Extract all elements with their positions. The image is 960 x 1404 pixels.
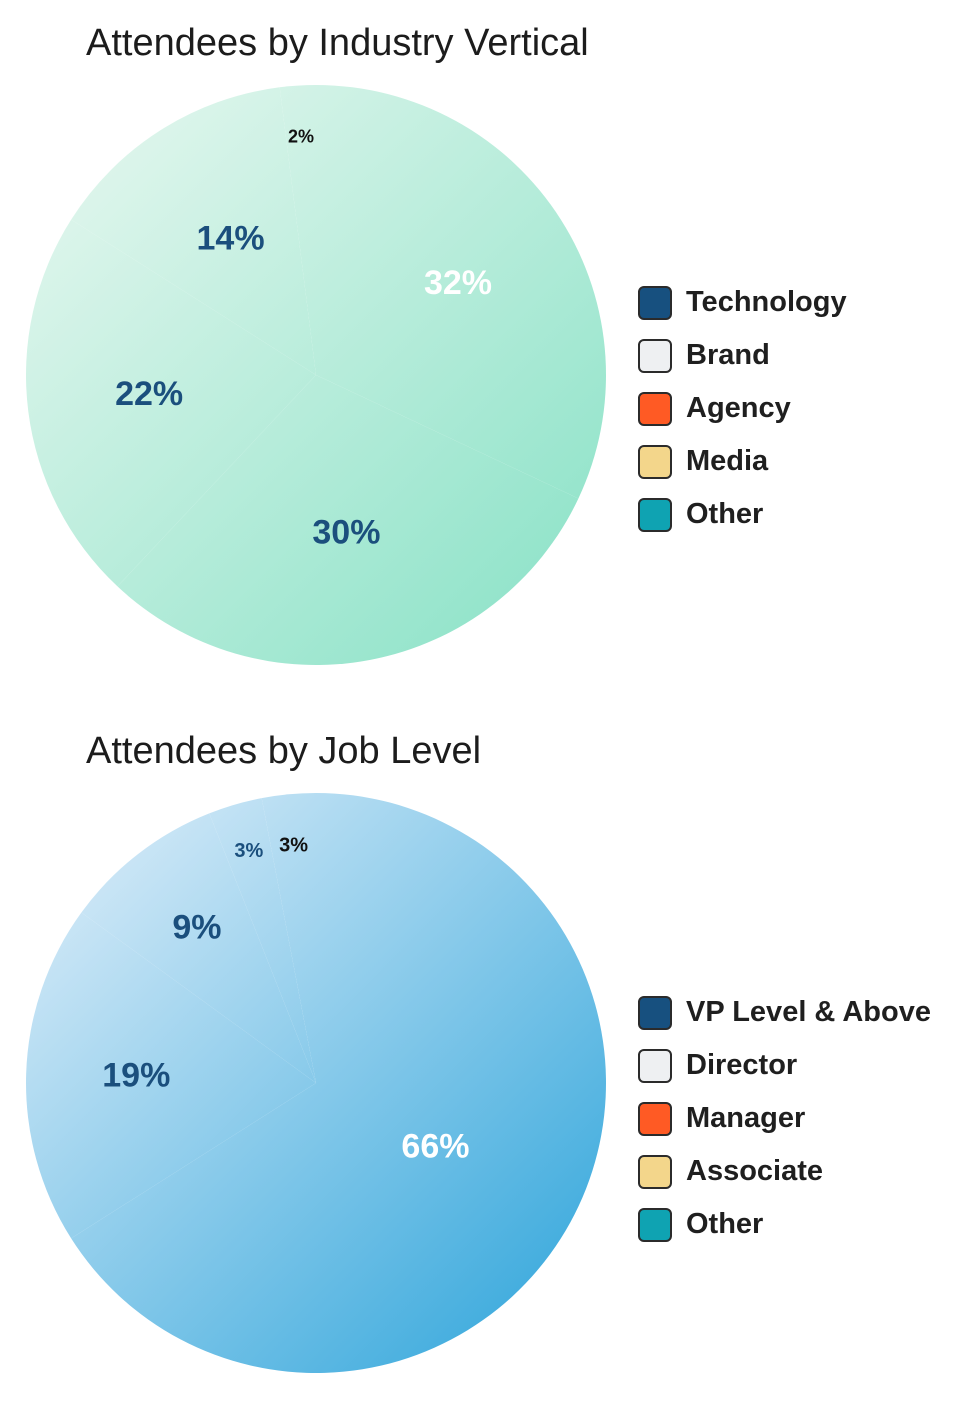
legend-item: Media <box>638 435 847 488</box>
legend-item: Other <box>638 1198 931 1251</box>
data-label: 9% <box>172 908 221 946</box>
data-label: 30% <box>312 514 380 552</box>
industry-vertical-chart: Attendees by Industry Vertical 32% 30% 22%… <box>0 0 960 696</box>
legend-label: Manager <box>686 1102 806 1134</box>
legend-item: Brand <box>638 329 847 382</box>
job-level-chart: Attendees by Job Level 66% 19% 9% 3% 3% VP L… <box>0 708 960 1404</box>
pie-slice-manager <box>81 813 316 1083</box>
legend-label: Agency <box>686 392 791 424</box>
data-label: 22% <box>115 375 183 413</box>
pie-slice-associate <box>209 798 316 1083</box>
legend-swatch <box>638 1154 672 1189</box>
legend-swatch <box>638 1048 672 1083</box>
data-label: 14% <box>197 219 265 257</box>
pie-slice-brand <box>117 375 579 665</box>
legend-label: Media <box>686 445 769 477</box>
legend-label: Brand <box>686 339 770 371</box>
legend: Technology Brand Agency Media Other <box>638 276 847 541</box>
chart-title: Attendees by Job Level <box>86 730 482 772</box>
data-label: 66% <box>401 1128 469 1166</box>
legend-item: Agency <box>638 382 847 435</box>
legend-item: Director <box>638 1039 931 1092</box>
legend-label: Associate <box>686 1155 824 1187</box>
legend-label: Technology <box>686 286 847 318</box>
legend-swatch <box>638 497 672 532</box>
data-label: 32% <box>424 264 492 302</box>
data-label: 3% <box>234 840 263 862</box>
legend-item: Manager <box>638 1092 931 1145</box>
legend-swatch <box>638 285 672 320</box>
data-label: 3% <box>279 835 308 857</box>
pie-slice-technology <box>316 85 606 499</box>
legend-swatch <box>638 391 672 426</box>
legend-swatch <box>638 1207 672 1242</box>
pie-slice-director <box>25 912 316 1239</box>
chart-title: Attendees by Industry Vertical <box>86 22 589 64</box>
legend-label: Other <box>686 498 764 530</box>
legend-label: VP Level & Above <box>686 996 931 1028</box>
legend-label: Other <box>686 1208 764 1240</box>
data-label: 19% <box>102 1056 170 1094</box>
legend-swatch <box>638 444 672 479</box>
legend-item: Associate <box>638 1145 931 1198</box>
legend-swatch <box>638 1101 672 1136</box>
pie-chart: 32% 30% 22% 14% 2% <box>25 85 606 665</box>
legend-item: Other <box>638 488 847 541</box>
legend-item: VP Level & Above <box>638 986 931 1039</box>
pie-slice-agency <box>25 219 316 587</box>
legend-label: Director <box>686 1049 798 1081</box>
pie-slice-vp-level-above <box>71 793 607 1373</box>
pie-slice-other <box>261 793 316 1083</box>
pie-slice-other <box>279 85 316 375</box>
pie-chart: 66% 19% 9% 3% 3% <box>25 793 607 1373</box>
pie-slice-media <box>71 87 317 375</box>
legend-item: Technology <box>638 276 847 329</box>
legend-swatch <box>638 338 672 373</box>
legend: VP Level & Above Director Manager Associate… <box>638 986 931 1251</box>
data-label: 2% <box>288 126 314 146</box>
legend-swatch <box>638 995 672 1030</box>
